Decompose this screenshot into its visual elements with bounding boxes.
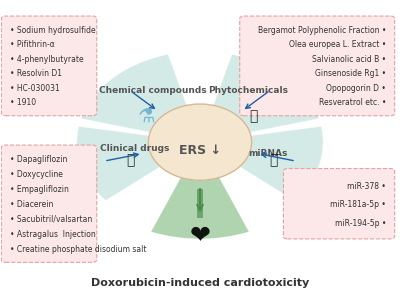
Text: Salvianolic acid B •: Salvianolic acid B • bbox=[312, 55, 386, 64]
Text: • Sodium hydrosulfide: • Sodium hydrosulfide bbox=[10, 26, 96, 35]
Text: ❤️: ❤️ bbox=[190, 224, 210, 248]
Text: ERS ↓: ERS ↓ bbox=[179, 144, 221, 157]
Text: • Dapagliflozin: • Dapagliflozin bbox=[10, 155, 68, 164]
Text: • HC-030031: • HC-030031 bbox=[10, 84, 60, 93]
Wedge shape bbox=[240, 126, 323, 201]
Text: Bergamot Polyphenolic Fraction •: Bergamot Polyphenolic Fraction • bbox=[258, 26, 386, 35]
FancyBboxPatch shape bbox=[1, 16, 97, 116]
Text: miRNAs: miRNAs bbox=[248, 149, 287, 158]
Text: • Resolvin D1: • Resolvin D1 bbox=[10, 69, 62, 78]
FancyBboxPatch shape bbox=[284, 168, 395, 239]
Text: miR-194-5p •: miR-194-5p • bbox=[334, 218, 386, 228]
Text: Resveratrol etc. •: Resveratrol etc. • bbox=[318, 98, 386, 107]
Wedge shape bbox=[81, 54, 187, 132]
Text: Doxorubicin-induced cardiotoxicity: Doxorubicin-induced cardiotoxicity bbox=[91, 278, 309, 288]
Text: Opopogorin D •: Opopogorin D • bbox=[326, 84, 386, 93]
Text: • Sacubitril/valsartan: • Sacubitril/valsartan bbox=[10, 215, 92, 224]
Text: • Pifithrin-α: • Pifithrin-α bbox=[10, 41, 55, 49]
Text: Ginsenoside Rg1 •: Ginsenoside Rg1 • bbox=[315, 69, 386, 78]
Text: Clinical drugs: Clinical drugs bbox=[100, 144, 169, 152]
Text: Olea europea L. Extract •: Olea europea L. Extract • bbox=[289, 41, 386, 49]
Text: • 1910: • 1910 bbox=[10, 98, 36, 107]
Text: 🌿: 🌿 bbox=[250, 109, 258, 123]
Text: Phytochemicals: Phytochemicals bbox=[208, 86, 288, 95]
Text: Chemical compounds: Chemical compounds bbox=[98, 86, 206, 95]
Text: 💊: 💊 bbox=[126, 153, 135, 167]
Circle shape bbox=[148, 104, 252, 180]
Text: • 4-phenylbutyrate: • 4-phenylbutyrate bbox=[10, 55, 84, 64]
Text: miR-181a-5p •: miR-181a-5p • bbox=[330, 200, 386, 209]
Text: • Astragalus  Injection: • Astragalus Injection bbox=[10, 230, 96, 239]
Text: • Creatine phosphate disodium salt: • Creatine phosphate disodium salt bbox=[10, 244, 147, 254]
Text: • Doxycycline: • Doxycycline bbox=[10, 170, 63, 179]
Text: ⚗: ⚗ bbox=[138, 106, 155, 125]
Wedge shape bbox=[77, 126, 160, 201]
Wedge shape bbox=[213, 54, 319, 132]
Text: 💉: 💉 bbox=[269, 153, 278, 167]
Text: • Diacerein: • Diacerein bbox=[10, 200, 54, 209]
Text: miR-378 •: miR-378 • bbox=[347, 182, 386, 191]
FancyBboxPatch shape bbox=[240, 16, 395, 116]
Text: • Empagliflozin: • Empagliflozin bbox=[10, 185, 69, 194]
FancyBboxPatch shape bbox=[1, 145, 97, 262]
Bar bbox=[197, 189, 203, 218]
Wedge shape bbox=[151, 178, 249, 239]
